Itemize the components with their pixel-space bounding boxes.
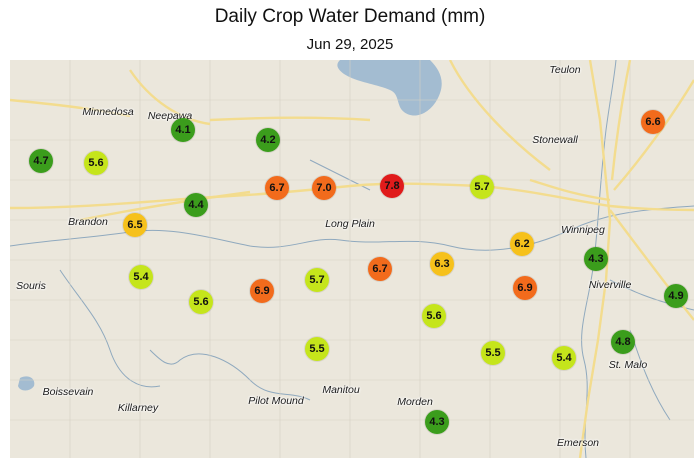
road-grid [10, 60, 694, 458]
river-rat [629, 329, 671, 421]
station-marker[interactable]: 5.6 [84, 151, 108, 175]
map-title: Daily Crop Water Demand (mm) [214, 6, 486, 27]
station-marker[interactable]: 6.7 [265, 176, 289, 200]
station-marker[interactable]: 4.3 [584, 247, 608, 271]
basemap-drawing [10, 60, 694, 458]
station-marker[interactable]: 4.7 [29, 149, 53, 173]
station-marker[interactable]: 7.8 [380, 174, 404, 198]
station-marker[interactable]: 4.9 [664, 284, 688, 308]
station-marker[interactable]: 4.4 [184, 193, 208, 217]
station-marker[interactable]: 6.7 [368, 257, 392, 281]
map-date: Jun 29, 2025 [306, 36, 394, 53]
town-label: Winnipeg [561, 224, 605, 236]
river-seine [609, 279, 694, 311]
station-marker[interactable]: 5.7 [305, 268, 329, 292]
station-marker[interactable]: 4.1 [171, 118, 195, 142]
station-marker[interactable]: 6.6 [641, 110, 665, 134]
town-label: Teulon [549, 64, 581, 76]
station-marker[interactable]: 6.3 [430, 252, 454, 276]
town-label: Brandon [68, 216, 108, 228]
town-label: Stonewall [532, 134, 578, 146]
lake-manitoba [337, 60, 442, 116]
town-label: Niverville [588, 279, 632, 291]
station-marker[interactable]: 5.5 [481, 341, 505, 365]
town-label: Pilot Mound [248, 395, 304, 407]
station-marker[interactable]: 4.8 [611, 330, 635, 354]
town-label: Morden [397, 396, 433, 408]
town-label: St. Malo [608, 359, 648, 371]
town-label: Emerson [556, 437, 600, 449]
basemap[interactable]: Teulon Minnedosa Neepawa Stonewall Winni… [10, 60, 694, 458]
town-label: Killarney [117, 402, 159, 414]
station-marker[interactable]: 6.9 [513, 276, 537, 300]
station-marker[interactable]: 4.3 [425, 410, 449, 434]
town-label: Souris [16, 280, 46, 292]
station-marker[interactable]: 6.5 [123, 213, 147, 237]
river-north [309, 159, 371, 191]
town-label: Manitou [322, 384, 360, 396]
station-marker[interactable]: 5.6 [189, 290, 213, 314]
station-marker[interactable]: 5.4 [552, 346, 576, 370]
station-marker[interactable]: 5.4 [129, 265, 153, 289]
station-marker[interactable]: 6.2 [510, 232, 534, 256]
small-lake [18, 376, 35, 391]
station-marker[interactable]: 5.6 [422, 304, 446, 328]
station-marker[interactable]: 7.0 [312, 176, 336, 200]
town-label: Long Plain [325, 218, 375, 230]
river-pembina [149, 349, 311, 401]
station-marker[interactable]: 5.7 [470, 175, 494, 199]
station-marker[interactable]: 4.2 [256, 128, 280, 152]
town-label: Minnedosa [82, 106, 134, 118]
river-souris [59, 269, 161, 388]
town-label: Boissevain [42, 386, 94, 398]
station-marker[interactable]: 5.5 [305, 337, 329, 361]
station-marker[interactable]: 6.9 [250, 279, 274, 303]
